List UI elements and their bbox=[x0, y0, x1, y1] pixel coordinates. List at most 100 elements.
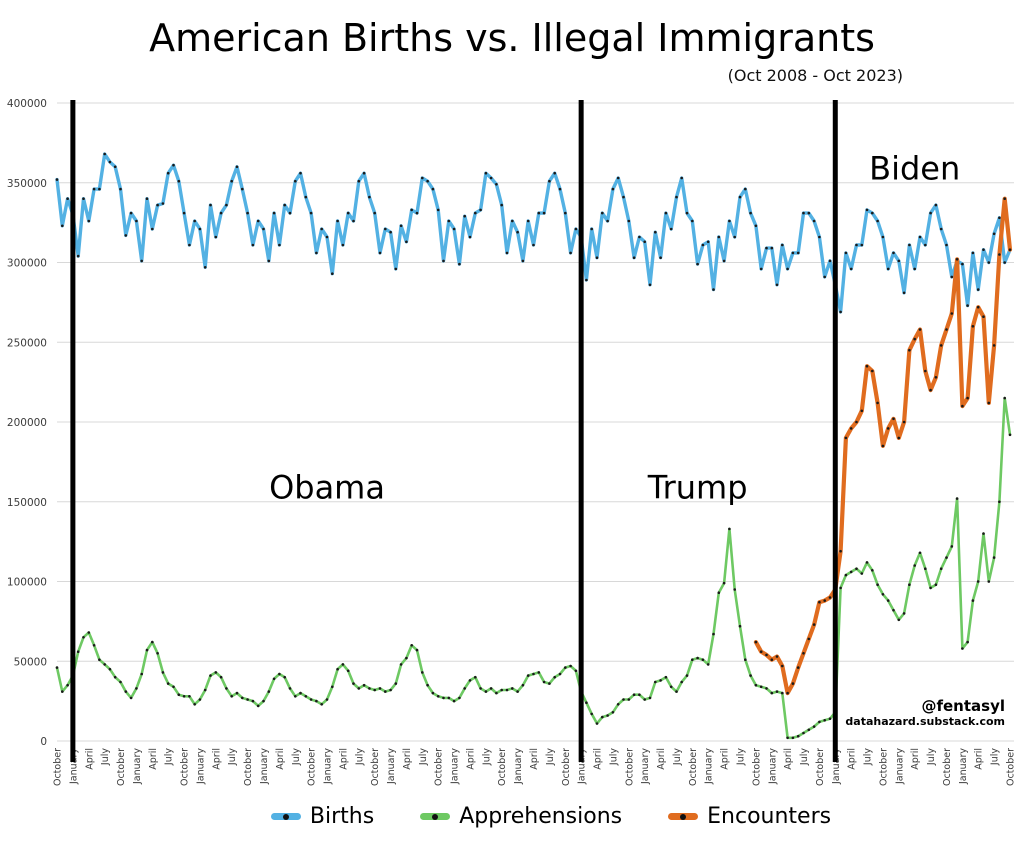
data-point-marker bbox=[341, 243, 345, 247]
data-point-marker bbox=[55, 666, 59, 669]
data-point-marker bbox=[309, 211, 313, 215]
data-point-marker bbox=[971, 325, 975, 328]
data-point-marker bbox=[802, 731, 805, 735]
series-line-births bbox=[55, 152, 1012, 314]
data-point-marker bbox=[802, 211, 805, 215]
data-point-marker bbox=[918, 551, 922, 555]
data-point-marker bbox=[823, 275, 826, 279]
data-point-marker bbox=[373, 688, 377, 692]
data-point-marker bbox=[484, 690, 488, 693]
data-point-marker bbox=[246, 211, 249, 215]
data-point-marker bbox=[129, 696, 133, 700]
encounters-line-swatch bbox=[668, 813, 699, 820]
data-point-marker bbox=[627, 219, 631, 223]
data-point-marker bbox=[632, 693, 636, 696]
data-point-marker bbox=[781, 243, 784, 247]
x-tick-label: January bbox=[831, 748, 842, 785]
data-point-marker bbox=[860, 243, 864, 247]
data-point-marker bbox=[934, 583, 938, 586]
data-point-marker bbox=[950, 275, 954, 279]
data-point-marker bbox=[616, 176, 620, 180]
data-point-marker bbox=[955, 258, 959, 261]
data-point-marker bbox=[103, 663, 106, 666]
data-point-marker bbox=[389, 688, 392, 692]
data-point-marker bbox=[452, 699, 456, 703]
data-point-marker bbox=[844, 436, 848, 440]
data-point-marker bbox=[945, 243, 948, 247]
data-point-marker bbox=[664, 675, 668, 679]
x-tick-label: January bbox=[195, 748, 206, 785]
data-point-marker bbox=[860, 572, 864, 575]
data-point-marker bbox=[675, 690, 678, 693]
data-point-marker bbox=[886, 267, 890, 271]
x-tick-label: July bbox=[418, 748, 429, 766]
data-point-marker bbox=[585, 701, 588, 704]
data-point-marker bbox=[172, 685, 175, 689]
marker-dot-icon bbox=[680, 813, 687, 820]
data-point-marker bbox=[654, 680, 657, 684]
y-tick-label: 50000 bbox=[14, 656, 47, 668]
data-point-marker bbox=[712, 632, 715, 636]
data-point-marker bbox=[971, 251, 975, 255]
data-point-marker bbox=[897, 436, 901, 440]
x-tick-label: January bbox=[259, 748, 270, 785]
data-point-marker bbox=[908, 583, 911, 586]
x-tick-label: January bbox=[894, 748, 905, 785]
data-point-marker bbox=[542, 680, 546, 684]
data-point-marker bbox=[225, 203, 228, 207]
data-point-marker bbox=[998, 253, 1001, 256]
data-point-marker bbox=[66, 683, 69, 687]
x-tick-label: October bbox=[116, 748, 127, 786]
watermark-site: datahazard.substack.com bbox=[845, 715, 1005, 728]
data-point-marker bbox=[765, 687, 768, 690]
data-point-marker bbox=[945, 328, 948, 331]
data-point-marker bbox=[744, 187, 747, 191]
data-point-marker bbox=[998, 500, 1001, 504]
x-tick-label: January bbox=[704, 748, 715, 785]
data-point-marker bbox=[791, 682, 795, 685]
data-point-marker bbox=[765, 246, 768, 250]
data-point-marker bbox=[812, 219, 816, 223]
data-point-marker bbox=[346, 669, 350, 673]
chart-plot-area: 0 50000 100000 150000 200000 250000 300000 3500… bbox=[7, 98, 1017, 786]
x-tick-label: April bbox=[84, 748, 95, 770]
x-tick-label: July bbox=[799, 748, 810, 766]
data-point-marker bbox=[1003, 197, 1006, 200]
y-tick-label: 200000 bbox=[7, 417, 47, 429]
data-point-marker bbox=[823, 719, 826, 722]
y-tick-label: 400000 bbox=[7, 98, 47, 110]
data-point-marker bbox=[696, 656, 699, 660]
series-markers-births bbox=[55, 152, 1012, 314]
data-point-marker bbox=[140, 672, 143, 676]
data-point-marker bbox=[98, 658, 101, 661]
data-point-marker bbox=[166, 171, 170, 175]
data-point-marker bbox=[87, 631, 91, 634]
data-point-marker bbox=[770, 658, 774, 661]
data-point-marker bbox=[892, 608, 895, 612]
data-point-marker bbox=[654, 230, 657, 234]
data-point-marker bbox=[278, 243, 281, 247]
data-point-marker bbox=[526, 674, 530, 677]
data-point-marker bbox=[759, 685, 763, 689]
data-point-marker bbox=[203, 266, 207, 269]
data-point-marker bbox=[913, 564, 916, 567]
data-point-marker bbox=[939, 344, 943, 347]
data-point-marker bbox=[622, 195, 625, 199]
apprehensions-line-swatch bbox=[420, 813, 451, 820]
data-point-marker bbox=[378, 251, 382, 255]
data-point-marker bbox=[384, 690, 387, 693]
data-point-marker bbox=[807, 637, 811, 641]
data-point-marker bbox=[590, 227, 593, 231]
legend-label-apprehensions: Apprehensions bbox=[459, 804, 623, 829]
data-point-marker bbox=[421, 671, 424, 674]
data-point-marker bbox=[998, 216, 1001, 220]
data-point-marker bbox=[865, 561, 869, 564]
data-point-marker bbox=[913, 337, 916, 341]
data-point-marker bbox=[606, 219, 609, 223]
data-point-marker bbox=[394, 682, 398, 685]
data-point-marker bbox=[569, 664, 572, 668]
data-point-marker bbox=[299, 691, 302, 695]
data-point-marker bbox=[304, 195, 308, 199]
data-point-marker bbox=[574, 227, 578, 231]
data-point-marker bbox=[331, 685, 334, 689]
